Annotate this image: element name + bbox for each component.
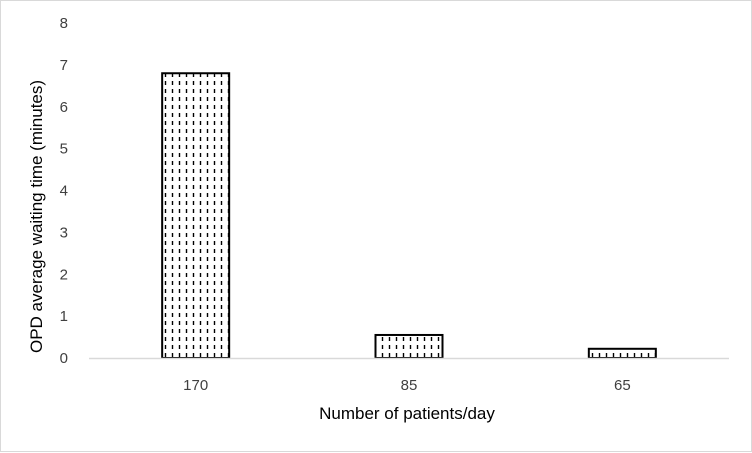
y-tick-label: 1 — [60, 308, 68, 325]
y-tick-label: 8 — [60, 15, 68, 32]
y-tick-label: 4 — [60, 183, 68, 200]
y-tick-label: 3 — [60, 224, 68, 241]
bar-170 — [161, 72, 231, 359]
bar-series — [161, 72, 657, 360]
x-tick-label: 65 — [614, 377, 631, 394]
y-tick-label: 0 — [60, 350, 68, 367]
y-tick-label: 2 — [60, 266, 68, 283]
y-tick-label: 6 — [60, 99, 68, 116]
y-tick-label: 7 — [60, 57, 68, 74]
bar-65 — [587, 347, 657, 360]
y-tick-label: 5 — [60, 141, 68, 158]
bar-85 — [374, 333, 444, 359]
y-axis-ticks: 0 1 2 3 4 5 6 7 8 — [60, 15, 68, 367]
x-tick-label: 85 — [401, 377, 418, 394]
y-axis-title: OPD average waiting time (minutes) — [27, 80, 46, 353]
x-axis-ticks: 170 85 65 — [183, 377, 631, 394]
x-tick-label: 170 — [183, 377, 208, 394]
x-axis-title: Number of patients/day — [319, 404, 495, 423]
